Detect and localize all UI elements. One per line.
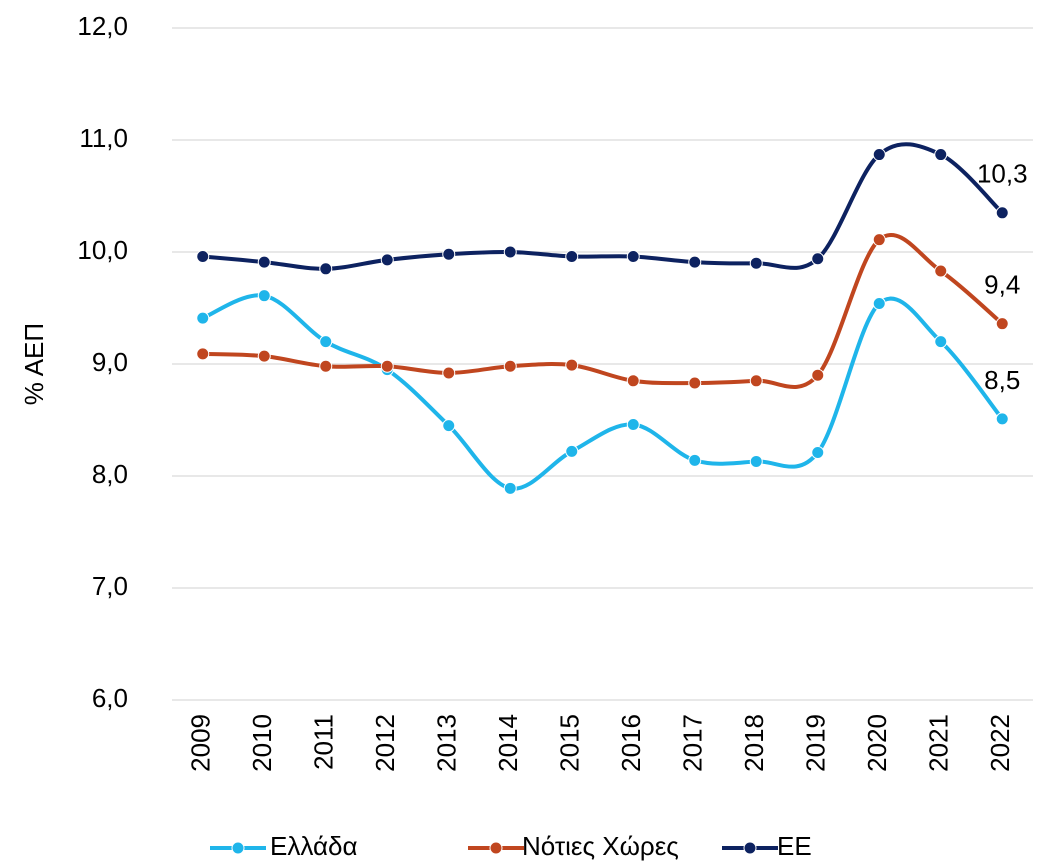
y-tick-label: 7,0 bbox=[92, 571, 128, 601]
point-marker bbox=[934, 148, 948, 162]
legend-item: Ελλάδα bbox=[210, 831, 357, 861]
y-tick-label: 10,0 bbox=[77, 235, 128, 265]
point-marker bbox=[872, 233, 886, 247]
legend-item: Νότιες Χώρες bbox=[468, 831, 679, 861]
point-marker bbox=[565, 249, 579, 263]
legend-label: ΕΕ bbox=[777, 831, 812, 861]
x-tick-label: 2017 bbox=[678, 714, 708, 772]
y-tick-label: 11,0 bbox=[79, 123, 128, 153]
point-marker bbox=[872, 297, 886, 311]
x-tick-label: 2011 bbox=[309, 714, 339, 770]
series-line bbox=[201, 293, 1004, 491]
x-tick-label: 2009 bbox=[186, 714, 216, 772]
y-tick-label: 6,0 bbox=[92, 683, 128, 713]
point-marker bbox=[811, 368, 825, 382]
legend-marker bbox=[489, 841, 503, 855]
point-marker bbox=[749, 454, 763, 468]
y-axis-label: % ΑΕΠ bbox=[19, 323, 49, 405]
point-marker bbox=[995, 412, 1009, 426]
point-marker bbox=[319, 359, 333, 373]
x-tick-label: 2013 bbox=[432, 714, 462, 772]
x-tick-label: 2022 bbox=[985, 714, 1015, 772]
point-marker bbox=[442, 419, 456, 433]
point-marker bbox=[503, 359, 517, 373]
point-marker bbox=[257, 289, 271, 303]
x-tick-label: 2019 bbox=[801, 714, 831, 772]
point-marker bbox=[934, 264, 948, 278]
legend-label: Ελλάδα bbox=[270, 831, 357, 861]
x-tick-label: 2018 bbox=[739, 714, 769, 772]
y-tick-label: 12,0 bbox=[77, 11, 128, 41]
point-marker bbox=[196, 311, 210, 325]
point-marker bbox=[380, 253, 394, 267]
point-marker bbox=[503, 481, 517, 495]
point-marker bbox=[319, 262, 333, 276]
point-marker bbox=[811, 445, 825, 459]
point-marker bbox=[626, 249, 640, 263]
point-marker bbox=[319, 335, 333, 349]
point-marker bbox=[626, 417, 640, 431]
x-tick-label: 2020 bbox=[862, 714, 892, 772]
x-tick-label: 2021 bbox=[924, 714, 954, 772]
x-tick-label: 2012 bbox=[370, 714, 400, 772]
point-marker bbox=[749, 256, 763, 270]
x-tick-label: 2014 bbox=[493, 714, 523, 772]
point-marker bbox=[872, 148, 886, 162]
data-label: 8,5 bbox=[984, 365, 1020, 395]
series-line bbox=[202, 142, 1004, 271]
point-marker bbox=[995, 317, 1009, 331]
point-marker bbox=[196, 347, 210, 361]
data-label: 10,3 bbox=[977, 159, 1028, 189]
point-marker bbox=[442, 247, 456, 261]
point-marker bbox=[626, 374, 640, 388]
y-tick-label: 9,0 bbox=[92, 347, 128, 377]
legend-item: ΕΕ bbox=[722, 831, 812, 861]
point-marker bbox=[811, 252, 825, 266]
legend-label: Νότιες Χώρες bbox=[522, 831, 679, 861]
data-label: 9,4 bbox=[984, 270, 1020, 300]
y-tick-label: 8,0 bbox=[92, 459, 128, 489]
point-marker bbox=[749, 374, 763, 388]
point-marker bbox=[257, 255, 271, 269]
point-marker bbox=[565, 444, 579, 458]
point-marker bbox=[257, 349, 271, 363]
x-tick-label: 2015 bbox=[555, 714, 585, 772]
point-marker bbox=[688, 453, 702, 467]
legend-marker bbox=[743, 841, 757, 855]
point-marker bbox=[688, 255, 702, 269]
x-tick-label: 2016 bbox=[616, 714, 646, 772]
point-marker bbox=[503, 245, 517, 259]
point-marker bbox=[442, 366, 456, 380]
point-marker bbox=[688, 376, 702, 390]
point-marker bbox=[565, 358, 579, 372]
x-tick-label: 2010 bbox=[247, 714, 277, 772]
point-marker bbox=[934, 335, 948, 349]
legend-marker bbox=[231, 841, 245, 855]
point-marker bbox=[380, 359, 394, 373]
point-marker bbox=[196, 249, 210, 263]
point-marker bbox=[995, 206, 1009, 220]
